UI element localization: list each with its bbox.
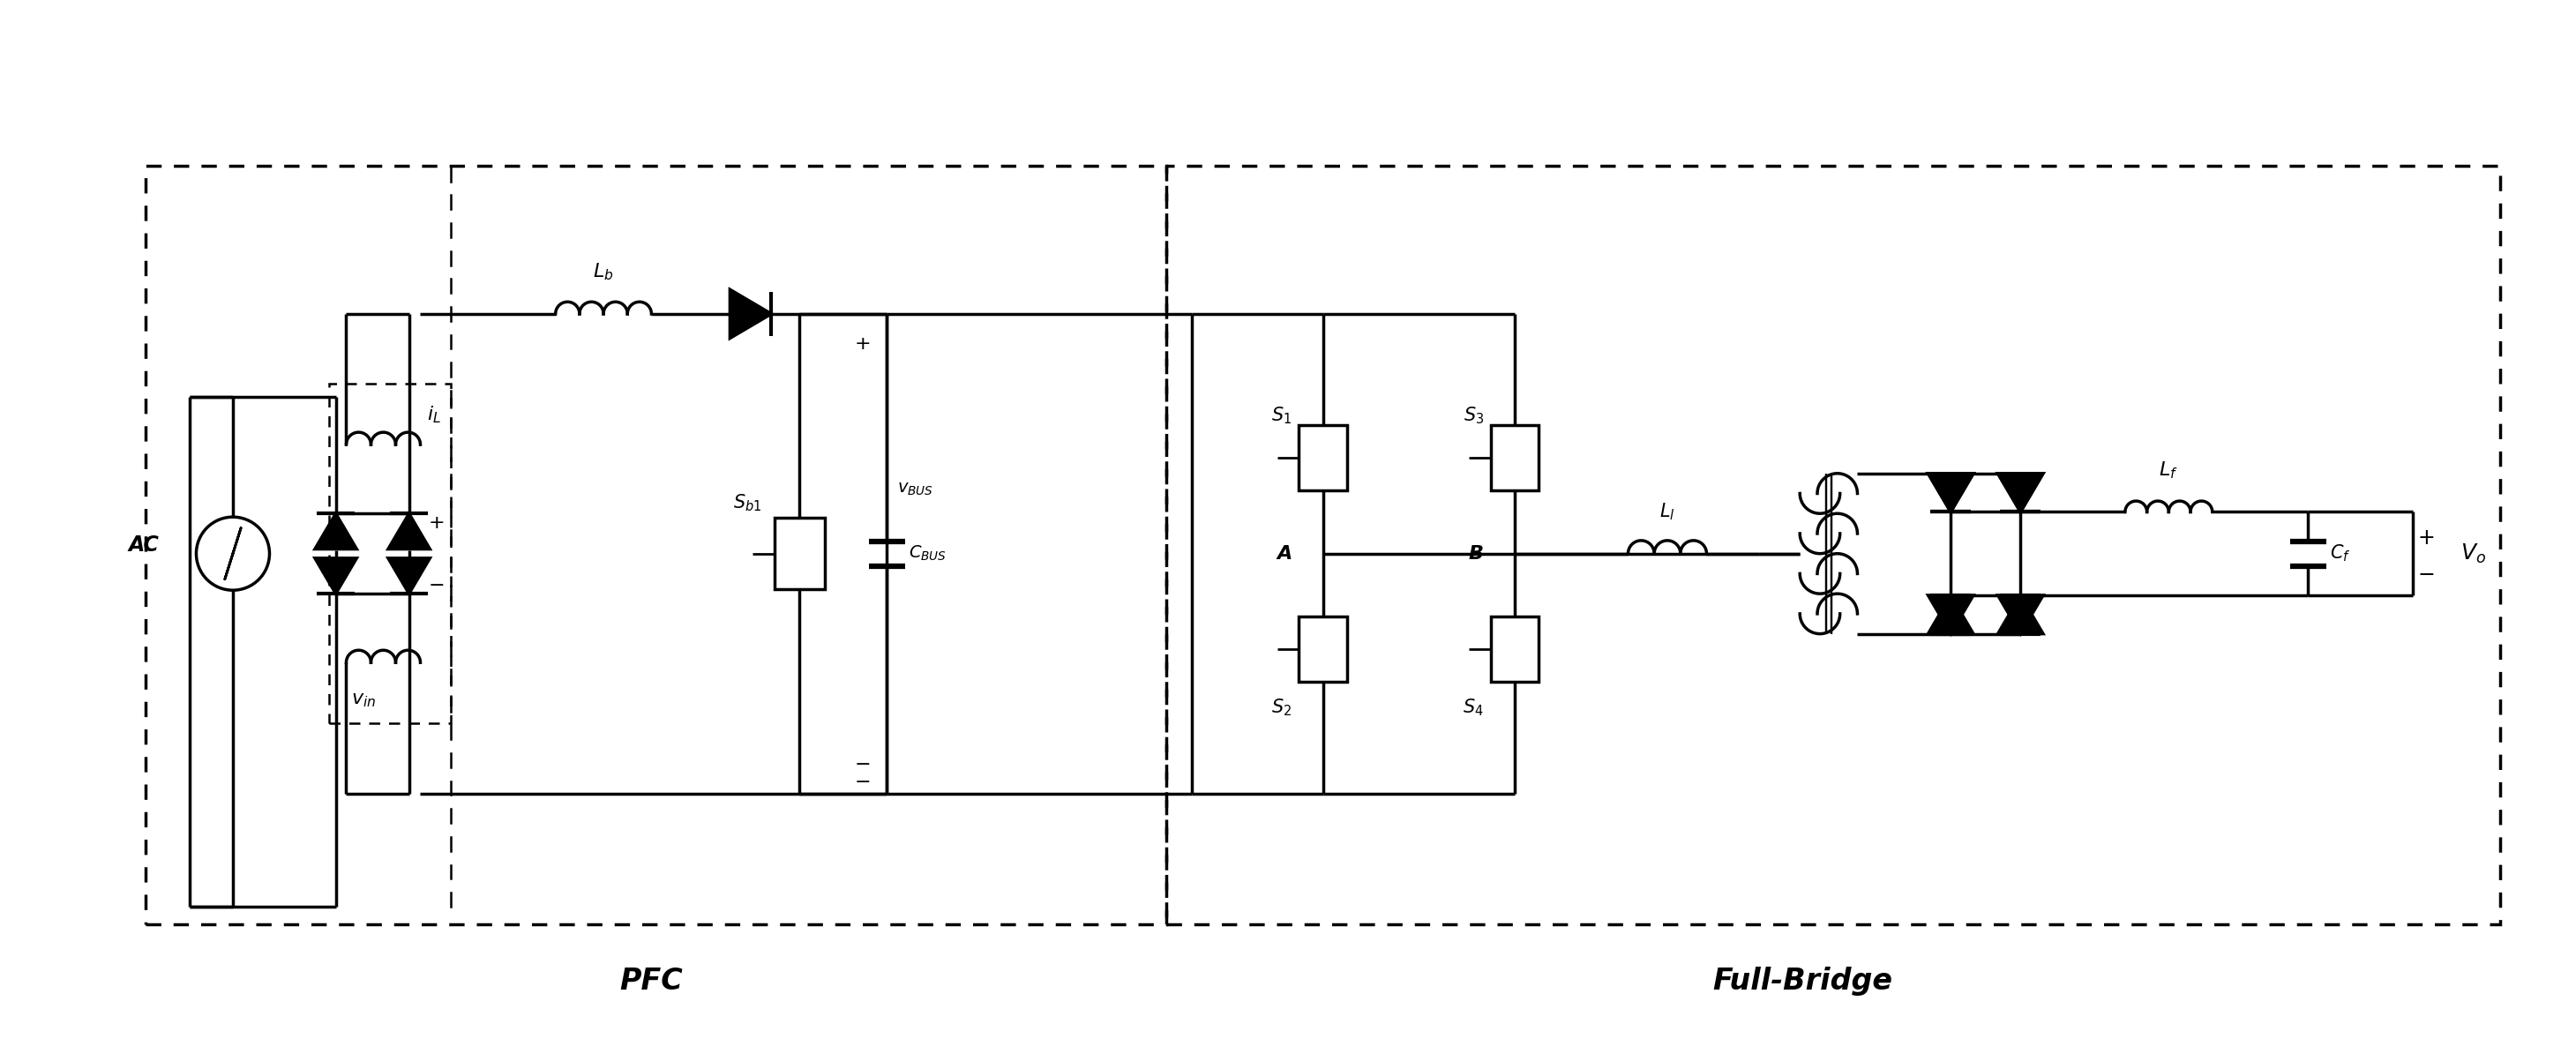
Bar bbox=[775, 518, 824, 589]
Text: PFC: PFC bbox=[621, 967, 683, 995]
Polygon shape bbox=[1999, 595, 2043, 633]
Polygon shape bbox=[1927, 595, 1973, 633]
Bar bbox=[147, 166, 1167, 924]
Polygon shape bbox=[1927, 473, 1973, 511]
Bar bbox=[1492, 616, 1538, 682]
Polygon shape bbox=[1504, 647, 1533, 671]
Text: $-$: $-$ bbox=[2416, 563, 2434, 584]
Polygon shape bbox=[314, 558, 355, 594]
Text: +: + bbox=[855, 335, 871, 353]
Text: $C_{BUS}$: $C_{BUS}$ bbox=[909, 544, 948, 563]
Text: $-$: $-$ bbox=[428, 575, 443, 593]
Bar bbox=[330, 384, 451, 724]
Text: $L_l$: $L_l$ bbox=[1659, 501, 1674, 522]
Polygon shape bbox=[791, 551, 819, 574]
Text: +: + bbox=[428, 515, 446, 532]
Polygon shape bbox=[729, 290, 770, 338]
Text: B: B bbox=[1468, 544, 1484, 562]
Polygon shape bbox=[1999, 595, 2043, 633]
Text: Full-Bridge: Full-Bridge bbox=[1713, 967, 1893, 995]
Polygon shape bbox=[1999, 473, 2043, 511]
Bar bbox=[1298, 425, 1347, 490]
Polygon shape bbox=[1927, 473, 1973, 511]
Polygon shape bbox=[1927, 595, 1973, 633]
Text: $V_o$: $V_o$ bbox=[2460, 542, 2486, 566]
Polygon shape bbox=[389, 514, 430, 550]
Text: $S_2$: $S_2$ bbox=[1273, 697, 1293, 717]
Text: $i_L$: $i_L$ bbox=[428, 404, 440, 425]
Polygon shape bbox=[314, 514, 355, 550]
Text: $S_{b1}$: $S_{b1}$ bbox=[732, 492, 762, 514]
Polygon shape bbox=[1314, 455, 1342, 479]
Text: +: + bbox=[2416, 527, 2434, 549]
Bar bbox=[1492, 425, 1538, 490]
Text: $v_{in}$: $v_{in}$ bbox=[350, 692, 376, 710]
Polygon shape bbox=[1999, 473, 2043, 511]
Text: $S_1$: $S_1$ bbox=[1273, 405, 1293, 425]
Text: $S_4$: $S_4$ bbox=[1463, 697, 1484, 717]
Text: $C_f$: $C_f$ bbox=[2331, 543, 2352, 564]
Bar bbox=[1298, 616, 1347, 682]
Text: A: A bbox=[1278, 544, 1293, 562]
Text: AC: AC bbox=[129, 535, 160, 556]
Polygon shape bbox=[389, 558, 430, 594]
Bar bbox=[1167, 166, 2501, 924]
Polygon shape bbox=[1314, 647, 1342, 671]
Text: $L_f$: $L_f$ bbox=[2159, 459, 2179, 481]
Text: $L_b$: $L_b$ bbox=[592, 261, 613, 282]
Text: $v_{BUS}$: $v_{BUS}$ bbox=[896, 481, 933, 498]
Polygon shape bbox=[1504, 455, 1533, 479]
Text: $-$: $-$ bbox=[855, 754, 871, 771]
Text: $S_3$: $S_3$ bbox=[1463, 405, 1484, 425]
Text: $-$: $-$ bbox=[855, 771, 871, 789]
